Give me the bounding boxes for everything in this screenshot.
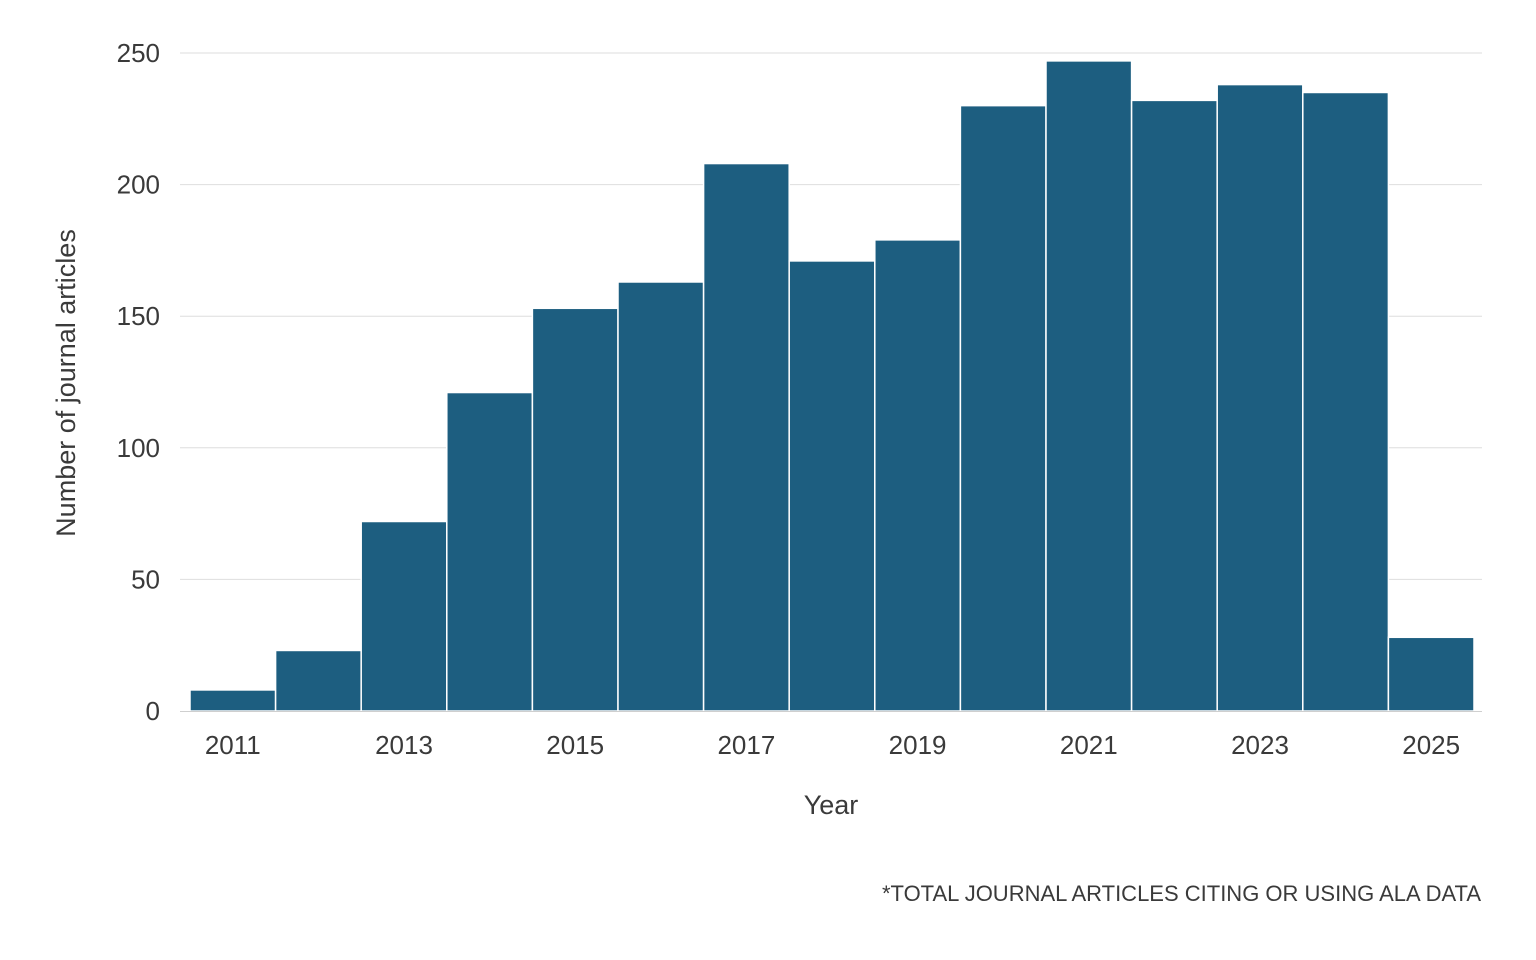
bar-2013 <box>360 520 448 712</box>
y-tick-label: 100 <box>117 433 160 463</box>
x-tick-label: 2011 <box>205 730 261 760</box>
chart-caption: *TOTAL JOURNAL ARTICLES CITING OR USING … <box>882 881 1481 906</box>
bar-2024 <box>1302 91 1390 712</box>
x-tick-label: 2025 <box>1402 730 1460 760</box>
y-axis-title: Number of journal articles <box>51 229 81 537</box>
x-tick-label: 2015 <box>546 730 604 760</box>
y-tick-label: 200 <box>117 170 160 200</box>
y-axis-ticks: 0 50 100 150 200 250 <box>117 38 160 726</box>
bars <box>189 60 1475 712</box>
bar-2025 <box>1387 636 1475 712</box>
y-tick-label: 250 <box>117 38 160 68</box>
x-axis-ticks: 2011 2013 2015 2017 2019 2021 2023 2025 <box>205 730 1460 760</box>
bar-2011 <box>189 689 277 712</box>
bar-2014 <box>446 391 534 712</box>
x-tick-label: 2017 <box>717 730 775 760</box>
bar-2018 <box>788 260 876 712</box>
bar-2019 <box>874 239 962 712</box>
bar-2017 <box>702 162 790 712</box>
y-tick-label: 50 <box>131 564 160 594</box>
x-tick-label: 2013 <box>375 730 433 760</box>
x-tick-label: 2021 <box>1060 730 1118 760</box>
bar-2023 <box>1216 83 1304 712</box>
bar-2021 <box>1045 60 1133 712</box>
bar-2015 <box>531 307 619 712</box>
bar-2020 <box>959 104 1047 712</box>
bar-2012 <box>274 649 362 712</box>
x-tick-label: 2019 <box>889 730 947 760</box>
x-tick-label: 2023 <box>1231 730 1289 760</box>
y-tick-label: 150 <box>117 301 160 331</box>
bar-2016 <box>617 281 705 712</box>
x-axis-title: Year <box>804 790 859 820</box>
y-tick-label: 0 <box>146 696 160 726</box>
bar-2022 <box>1130 99 1218 712</box>
